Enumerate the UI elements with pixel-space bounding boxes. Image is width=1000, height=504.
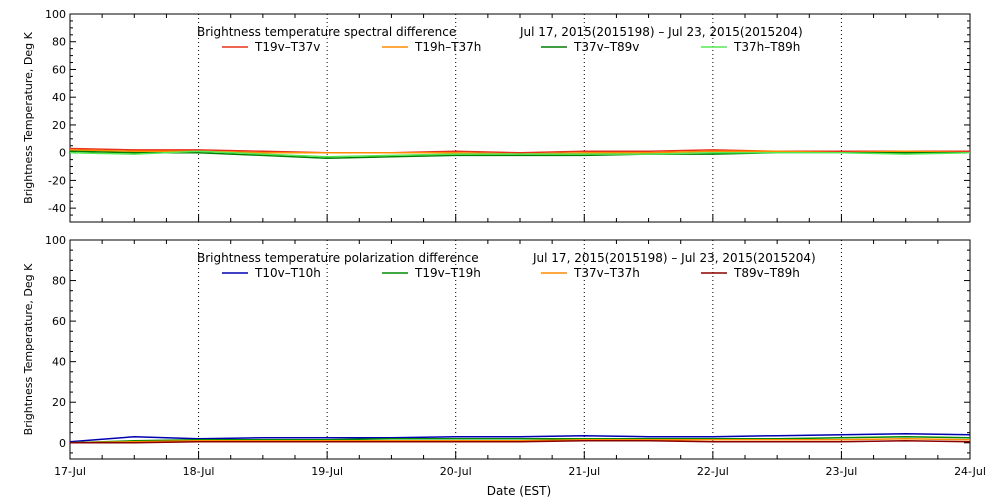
y-tick-label: 0 [59,147,66,160]
y-tick-label: -40 [48,202,66,215]
series-line [69,147,970,154]
legend-label: T19h–T37h [414,40,481,54]
x-tick-label: 23-Jul [825,465,857,478]
polarization-difference-panel: 17-Jul 18-Jul 19-Jul 20-Jul 21-Jul 22-Jul 23-J… [22,234,986,478]
chart-title: Brightness temperature spectral differen… [197,25,456,39]
series-line [69,435,971,444]
chart-date-range: Jul 17, 2015(2015198) – Jul 23, 2015(201… [532,251,816,265]
y-tick-label: 100 [45,234,66,247]
series-line [70,440,971,444]
x-tick-label: 18-Jul [183,465,215,478]
x-tick-label: 21-Jul [568,465,600,478]
y-tick-label: 40 [52,356,66,369]
legend-label: T19v–T37v [254,40,320,54]
x-tick-label: 22-Jul [697,465,729,478]
series-line [69,150,971,158]
y-tick-label: 20 [52,119,66,132]
y-tick-label: 60 [52,63,66,76]
legend-label: T89v–T89h [733,266,800,280]
legend-label: T10v–T10h [254,266,321,280]
series-line [69,437,971,444]
y-tick-label: 100 [45,8,66,21]
y-axis-title: Brightness Temperature, Deg K [22,31,35,203]
y-tick-label: 80 [52,36,66,49]
y-tick-label: -20 [48,174,66,187]
plot-frame [69,13,971,223]
x-tick-label: 17-Jul [54,465,86,478]
legend-label: T37h–T89h [733,40,800,54]
y-tick-label: 0 [59,437,66,450]
chart-date-range: Jul 17, 2015(2015198) – Jul 23, 2015(201… [519,25,803,39]
y-tick-label: 60 [52,315,66,328]
legend-label: T19v–T19h [414,266,481,280]
x-tick-label: 19-Jul [311,465,343,478]
y-tick-label: 20 [52,396,66,409]
x-tick-label: 20-Jul [440,465,472,478]
y-axis-title: Brightness Temperature, Deg K [22,263,35,435]
y-tick-label: 80 [52,275,66,288]
spectral-difference-panel: -40 -20 0 20 40 60 80 100 Brightness Temperature… [22,8,971,223]
legend-label: T37v–T89v [573,40,639,54]
series-line [69,432,971,443]
plot-frame [69,239,971,460]
y-tick-label: 40 [52,91,66,104]
legend-label: T37v–T37h [573,266,640,280]
x-tick-label: 24-Jul [954,465,986,478]
chart-title: Brightness temperature polarization diff… [197,251,479,265]
x-axis-title: Date (EST) [487,484,551,498]
